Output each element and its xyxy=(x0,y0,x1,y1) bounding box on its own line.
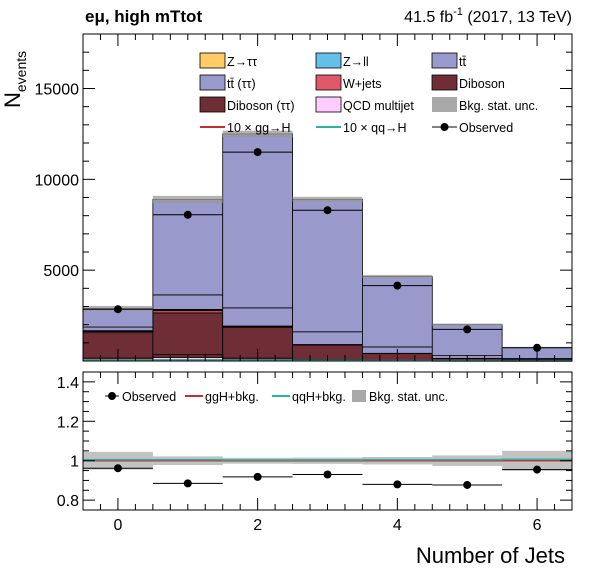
ratio-observed-point-6 xyxy=(533,465,542,474)
x-tick-label: 4 xyxy=(393,517,402,534)
bar-ttbar_tt-3 xyxy=(292,331,363,345)
ratio-observed-point-1 xyxy=(183,479,192,488)
ratio-legend-bkg-stat-unc--label: Bkg. stat. unc. xyxy=(369,390,448,404)
luminosity-label: 41.5 fb-1 (2017, 13 TeV) xyxy=(404,6,572,26)
channel-title: eμ, high mTtot xyxy=(85,7,202,26)
observed-point-4 xyxy=(393,281,402,290)
legend-tt--label: tt̄ (ττ) xyxy=(227,77,256,91)
ratio-legend-ggh-bkg--label: ggH+bkg. xyxy=(205,390,259,404)
legend-tt--swatch xyxy=(431,52,458,69)
stat-unc-band-3 xyxy=(292,196,363,202)
ratio-legend-observed-swatch-marker xyxy=(108,392,116,400)
ratio-plot: 0.8 1 1.2 1.4 0 2 4 6 Observed ggH+bkg. qqH+bkg. Bk… xyxy=(57,371,573,534)
y-tick-label: 5000 xyxy=(43,263,79,280)
legend-diboson-label: Diboson xyxy=(459,77,505,91)
ratio-observed-point-0 xyxy=(113,464,122,473)
legend-observed-label: Observed xyxy=(459,121,513,135)
bar-diboson-1 xyxy=(152,312,224,356)
bar-ttbar-3 xyxy=(292,198,363,333)
legend-bkg-stat-unc--label: Bkg. stat. unc. xyxy=(459,99,538,113)
stat-unc-band-5 xyxy=(432,323,503,326)
bar-ttbar_tt-1 xyxy=(152,294,224,310)
ratio-y-tick-label: 1.4 xyxy=(57,375,79,392)
legend-w-jets-swatch xyxy=(315,74,342,91)
legend-10-gg-h-label: 10 × gg→H xyxy=(227,121,291,135)
observed-point-6 xyxy=(533,343,542,352)
ratio-y-tick-label: 1.2 xyxy=(57,414,79,431)
main-plot: 5000 10000 15000 Z→ττ Z→ll tt̄ tt̄ (ττ) W+jets D… xyxy=(35,33,573,362)
legend-bkg-stat-unc--swatch xyxy=(432,97,457,112)
stat-unc-band-2 xyxy=(222,130,293,138)
ratio-observed-point-5 xyxy=(463,480,472,489)
x-tick-label: 6 xyxy=(533,517,542,534)
legend-z-ll-label: Z→ll xyxy=(343,55,369,69)
x-tick-label: 2 xyxy=(253,517,262,534)
legend-qcd-multijet-label: QCD multijet xyxy=(343,99,414,113)
observed-point-0 xyxy=(113,305,122,314)
legend-z--swatch xyxy=(199,52,226,69)
bar-ttbar_tt-2 xyxy=(222,307,293,327)
legend-qcd-multijet-swatch xyxy=(315,96,342,113)
ratio-legend-bkg-stat-unc--swatch xyxy=(352,390,366,402)
ratio-observed-point-2 xyxy=(253,472,262,481)
legend-diboson--label: Diboson (ττ) xyxy=(227,99,295,113)
observed-point-5 xyxy=(463,325,472,334)
ratio-y-tick-label: 1 xyxy=(70,454,79,471)
x-axis-label: Number of Jets xyxy=(416,543,565,568)
ratio-legend-qqh-bkg--label: qqH+bkg. xyxy=(292,390,346,404)
ratio-legend-observed-label: Observed xyxy=(122,390,176,404)
stat-unc-band-1 xyxy=(152,195,223,204)
legend-10-qq-h-label: 10 × qq→H xyxy=(343,121,407,135)
legend-observed-swatch-marker xyxy=(440,123,449,131)
legend-z-ll-swatch xyxy=(315,52,342,69)
legend-z--label: Z→ττ xyxy=(227,55,257,69)
ratio-qqH-line xyxy=(83,458,572,461)
observed-point-3 xyxy=(323,206,332,215)
stat-unc-band-4 xyxy=(362,274,433,279)
legend-diboson--swatch xyxy=(199,96,226,113)
legend-tt--swatch xyxy=(199,74,226,91)
y-tick-label: 10000 xyxy=(35,172,80,189)
bar-ttbar_tt-0 xyxy=(82,326,154,332)
observed-point-2 xyxy=(253,148,262,157)
y-tick-label: 15000 xyxy=(35,82,80,99)
legend-w-jets-label: W+jets xyxy=(343,77,382,91)
bar-ttbar-2 xyxy=(222,133,293,309)
legend-diboson-swatch xyxy=(431,74,458,91)
ratio-y-tick-label: 0.8 xyxy=(57,493,79,510)
ratio-observed-point-4 xyxy=(393,480,402,489)
x-tick-label: 0 xyxy=(113,517,122,534)
observed-point-1 xyxy=(183,210,192,219)
ratio-observed-point-3 xyxy=(323,470,332,479)
legend-tt--label: tt̄ xyxy=(459,55,466,69)
y-axis-label: Nevents xyxy=(0,51,29,108)
